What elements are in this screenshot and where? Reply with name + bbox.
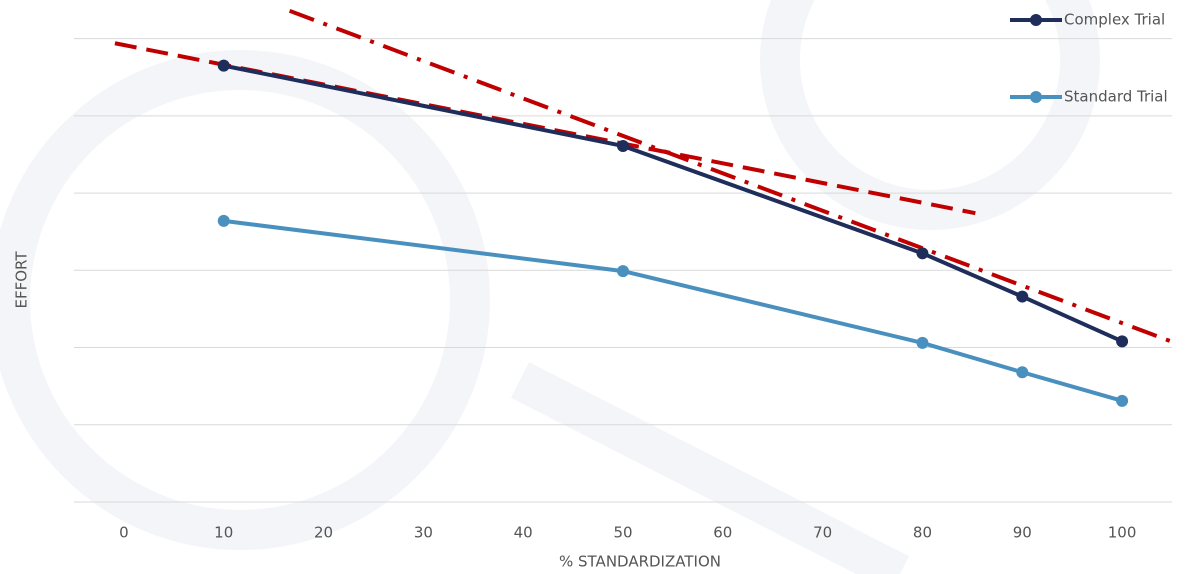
data-point [617, 265, 629, 277]
x-tick-label: 70 [813, 524, 832, 542]
background-watermark [10, 0, 1080, 574]
x-tick-label: 80 [913, 524, 932, 542]
data-point [1116, 395, 1128, 407]
x-tick-label: 50 [613, 524, 632, 542]
x-tick-label: 20 [314, 524, 333, 542]
data-point [1016, 366, 1028, 378]
x-tick-label: 0 [119, 524, 129, 542]
legend-label: Complex Trial [1064, 11, 1165, 29]
x-tick-label: 100 [1108, 524, 1137, 542]
x-tick-label: 60 [713, 524, 732, 542]
chart: 0 10 20 30 40 50 60 70 80 90 100 Complex Trial Stand… [0, 0, 1187, 574]
data-point [218, 60, 230, 72]
y-axis-title: EFFORT [13, 251, 31, 309]
legend-marker [1030, 91, 1042, 103]
x-tick-label: 40 [514, 524, 533, 542]
x-tick-label: 90 [1013, 524, 1032, 542]
x-tick-label: 10 [214, 524, 233, 542]
data-point [916, 247, 928, 259]
data-point [1016, 291, 1028, 303]
data-point [617, 140, 629, 152]
legend-label: Standard Trial [1064, 88, 1168, 106]
legend-marker [1030, 14, 1042, 26]
series-line [224, 221, 1122, 401]
x-axis-title: % STANDARDIZATION [559, 553, 721, 571]
data-point [218, 215, 230, 227]
x-tick-label: 30 [414, 524, 433, 542]
data-point [916, 337, 928, 349]
data-point [1116, 335, 1128, 347]
